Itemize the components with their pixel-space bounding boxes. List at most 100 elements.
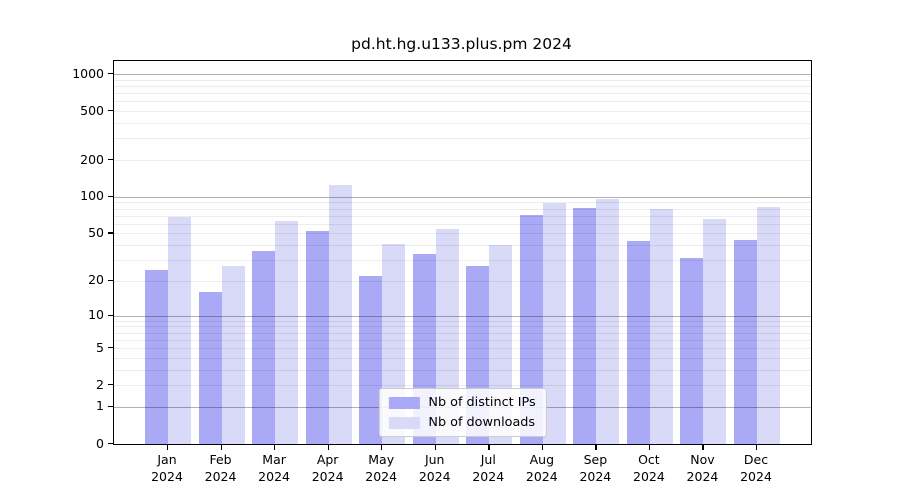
gridline-minor <box>114 215 811 217</box>
y-tick-label-200: 200 <box>80 151 104 167</box>
legend-item-distinct-ips: Nb of distinct IPs <box>388 395 536 410</box>
bar-ips-sep <box>573 208 597 444</box>
bar-ips-nov <box>680 258 704 444</box>
x-tick-aug <box>541 444 544 450</box>
y-tick-50 <box>108 232 113 234</box>
x-tick-year-jan: 2024 <box>151 468 183 484</box>
y-tick-1000 <box>108 73 113 75</box>
x-tick-year-feb: 2024 <box>204 468 237 484</box>
chart-title: pd.ht.hg.u133.plus.pm 2024 <box>351 35 572 53</box>
x-tick-year-mar: 2024 <box>258 468 290 484</box>
x-tick-jul <box>488 444 490 450</box>
gridline-minor <box>114 160 811 162</box>
y-tick-5 <box>108 347 113 349</box>
legend-swatch-downloads <box>388 416 420 429</box>
legend-swatch-ips <box>388 396 420 409</box>
x-tick-year-may: 2024 <box>365 468 398 484</box>
bar-ips-may <box>359 276 383 444</box>
bar-ips-feb <box>198 292 222 444</box>
x-tick-year-apr: 2024 <box>311 468 344 484</box>
y-tick-label-500: 500 <box>80 102 104 118</box>
x-tick-label-oct: Oct 2024 <box>614 452 684 485</box>
x-tick-year-aug: 2024 <box>525 468 558 484</box>
plot-area: Nb of distinct IPs Nb of downloads <box>113 60 812 445</box>
legend-label-ips: Nb of distinct IPs <box>428 395 536 410</box>
x-tick-jun <box>434 444 437 450</box>
x-tick-label-sep: Sep 2024 <box>560 452 630 485</box>
gridline-minor <box>114 93 811 95</box>
y-tick-label-20: 20 <box>88 272 104 288</box>
x-tick-oct <box>648 444 651 450</box>
y-tick-label-5: 5 <box>96 339 104 355</box>
bar-downloads-mar <box>275 221 299 444</box>
bar-ips-aug <box>519 215 543 444</box>
x-tick-dec <box>756 444 758 450</box>
bar-downloads-feb <box>221 265 245 444</box>
bar-downloads-dec <box>757 207 780 444</box>
x-tick-year-jul: 2024 <box>472 468 505 484</box>
y-tick-label-50: 50 <box>88 224 104 240</box>
gridline-minor <box>114 208 811 210</box>
y-tick-label-2: 2 <box>96 376 104 392</box>
gridline-minor <box>114 111 811 113</box>
x-tick-label-dec: Dec 2024 <box>721 452 791 485</box>
x-tick-feb <box>220 444 222 450</box>
x-tick-label-aug: Aug 2024 <box>507 452 577 485</box>
y-tick-500 <box>108 110 113 112</box>
y-tick-label-10: 10 <box>88 307 104 323</box>
x-tick-label-jan: Jan 2024 <box>132 452 202 485</box>
x-tick-may <box>381 444 383 450</box>
bar-downloads-sep <box>596 199 620 444</box>
x-tick-label-nov: Nov 2024 <box>667 452 737 485</box>
y-tick-label-0: 0 <box>96 435 104 451</box>
bar-downloads-nov <box>703 218 727 444</box>
y-tick-label-1000: 1000 <box>72 65 104 81</box>
gridline-major <box>114 196 811 198</box>
y-tick-label-1: 1 <box>96 398 104 414</box>
x-tick-label-apr: Apr 2024 <box>293 452 363 485</box>
y-tick-100 <box>108 195 113 198</box>
x-tick-apr <box>327 444 329 450</box>
legend: Nb of distinct IPs Nb of downloads <box>378 388 547 437</box>
bar-downloads-apr <box>328 184 352 444</box>
x-tick-label-feb: Feb 2024 <box>186 452 256 485</box>
bar-ips-dec <box>734 240 757 444</box>
y-tick-0 <box>108 443 113 445</box>
x-tick-year-oct: 2024 <box>633 468 665 484</box>
bar-ips-oct <box>626 241 650 444</box>
y-tick-20 <box>108 279 113 282</box>
x-tick-jan <box>167 444 169 450</box>
y-tick-10 <box>108 314 113 316</box>
x-tick-year-dec: 2024 <box>740 468 772 484</box>
x-tick-label-jun: Jun 2024 <box>400 452 470 485</box>
gridline-minor <box>114 138 811 140</box>
x-tick-year-nov: 2024 <box>686 468 719 484</box>
x-tick-sep <box>595 444 597 450</box>
bar-downloads-jan <box>168 217 191 444</box>
bar-downloads-oct <box>649 208 673 444</box>
x-tick-label-jul: Jul 2024 <box>453 452 523 485</box>
x-tick-label-may: May 2024 <box>346 452 416 485</box>
gridline-minor <box>114 202 811 204</box>
gridline-minor <box>114 85 811 87</box>
gridline-minor <box>114 101 811 103</box>
bar-ips-apr <box>305 231 329 444</box>
y-tick-label-100: 100 <box>80 188 104 204</box>
bar-ips-mar <box>252 250 276 444</box>
legend-item-downloads: Nb of downloads <box>388 415 535 430</box>
legend-label-downloads: Nb of downloads <box>428 415 536 430</box>
x-tick-nov <box>702 444 704 450</box>
gridline-major <box>114 74 811 76</box>
y-tick-1 <box>108 405 113 408</box>
bar-ips-jan <box>145 269 168 444</box>
gridline-minor <box>114 123 811 125</box>
bar-downloads-aug <box>542 203 566 444</box>
x-tick-year-sep: 2024 <box>579 468 612 484</box>
x-tick-year-jun: 2024 <box>418 468 451 484</box>
y-tick-200 <box>108 159 113 161</box>
y-tick-2 <box>108 384 113 386</box>
x-tick-label-mar: Mar 2024 <box>239 452 309 485</box>
gridline-minor <box>114 79 811 81</box>
x-tick-mar <box>274 444 276 450</box>
